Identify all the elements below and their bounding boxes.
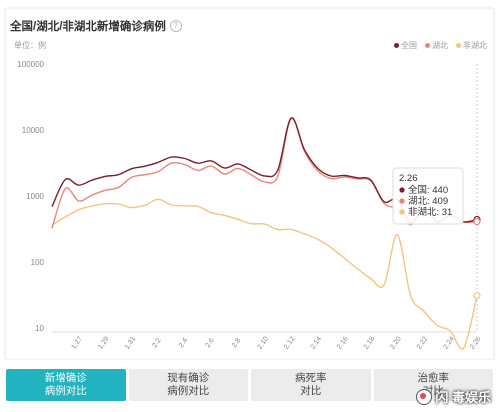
tooltip-row: 湖北: 409 <box>408 196 448 207</box>
x-tick-label: 2.10 <box>256 335 270 350</box>
x-tick-label: 2.2 <box>151 337 162 349</box>
tooltip-dot-icon <box>399 187 405 193</box>
legend-item-hubei[interactable]: 湖北 <box>425 40 448 51</box>
watermark: 闪 毒娱乐 <box>416 387 491 406</box>
tab-label-line2: 病例对比 <box>44 385 87 397</box>
tab-label-line1: 治愈率 <box>417 372 450 384</box>
legend-dot-icon <box>456 43 461 48</box>
end-point-marker <box>473 291 481 300</box>
x-tick-label: 2.4 <box>178 337 189 349</box>
x-tick-label: 2.14 <box>310 335 324 350</box>
x-tick-label: 2.26 <box>469 335 483 350</box>
line-chart[interactable]: 100000 10000 1000 100 10 1.27 1.29 1.31 2.2 2.4 2.… <box>0 0 499 360</box>
x-tick-label: 2.16 <box>336 335 350 350</box>
x-tick-label: 2.22 <box>416 335 430 350</box>
tab-label-line2: 对比 <box>300 385 322 397</box>
tab-new-confirmed[interactable]: 新增确诊 病例对比 <box>6 369 126 401</box>
tab-label-line1: 病死率 <box>295 372 327 384</box>
tooltip-row: 非湖北: 31 <box>408 206 452 218</box>
chart-title-text: 全国/湖北/非湖北新增确诊病例 <box>10 21 166 33</box>
chart-card-border <box>4 7 495 360</box>
tab-label-line1: 新增确诊 <box>44 372 87 384</box>
y-tick-label: 100000 <box>17 60 44 69</box>
legend-dot-icon <box>394 43 399 48</box>
watermark-text: 闪 毒娱乐 <box>435 390 491 405</box>
tab-bar: 新增确诊 病例对比 现有确诊 病例对比 病死率 对比 治愈率 对比 <box>6 369 493 401</box>
help-icon[interactable]: ? <box>169 20 182 32</box>
tooltip-dot-icon <box>399 209 405 215</box>
tooltip-dot-icon <box>399 198 405 204</box>
y-tick-label: 100 <box>31 258 45 267</box>
tooltip-date: 2.26 <box>399 173 418 184</box>
legend-dot-icon <box>425 43 430 48</box>
end-point-marker <box>473 218 481 226</box>
x-tick-label: 1.31 <box>124 335 138 350</box>
legend-label: 湖北 <box>432 41 448 50</box>
y-tick-label: 1000 <box>26 192 44 201</box>
unit-label: 单位：例 <box>14 41 46 50</box>
watermark-logo-icon <box>416 388 433 405</box>
tab-fatality-rate[interactable]: 病死率 对比 <box>251 369 371 401</box>
tab-recovery-rate[interactable]: 治愈率 对比 <box>373 369 493 401</box>
tab-existing-confirmed[interactable]: 现有确诊 病例对比 <box>128 369 248 401</box>
legend-item-non-hubei[interactable]: 非湖北 <box>456 40 487 51</box>
series-line-non-hubei <box>51 198 478 350</box>
x-tick-label: 2.20 <box>389 335 403 350</box>
tooltip-row: 全国: 440 <box>408 184 448 196</box>
tab-label-line2: 病例对比 <box>167 385 210 397</box>
x-tick-label: 2.8 <box>231 337 242 349</box>
x-tick-label: 1.27 <box>71 335 85 350</box>
x-tick-label: 2.18 <box>363 335 377 350</box>
x-tick-label: 2.12 <box>283 335 297 350</box>
tab-label-line1: 现有确诊 <box>167 372 210 384</box>
legend: 全国 湖北 非湖北 <box>394 40 487 51</box>
x-tick-label: 2.6 <box>204 337 215 349</box>
legend-label: 全国 <box>401 41 417 50</box>
legend-item-national[interactable]: 全国 <box>394 40 417 51</box>
tooltip-box <box>392 167 464 225</box>
chart-title: 全国/湖北/非湖北新增确诊病例 ? <box>10 18 182 34</box>
x-tick-label: 1.29 <box>97 335 111 350</box>
y-tick-label: 10000 <box>22 126 45 135</box>
y-tick-label: 10 <box>35 324 44 333</box>
legend-label: 非湖北 <box>463 41 487 50</box>
